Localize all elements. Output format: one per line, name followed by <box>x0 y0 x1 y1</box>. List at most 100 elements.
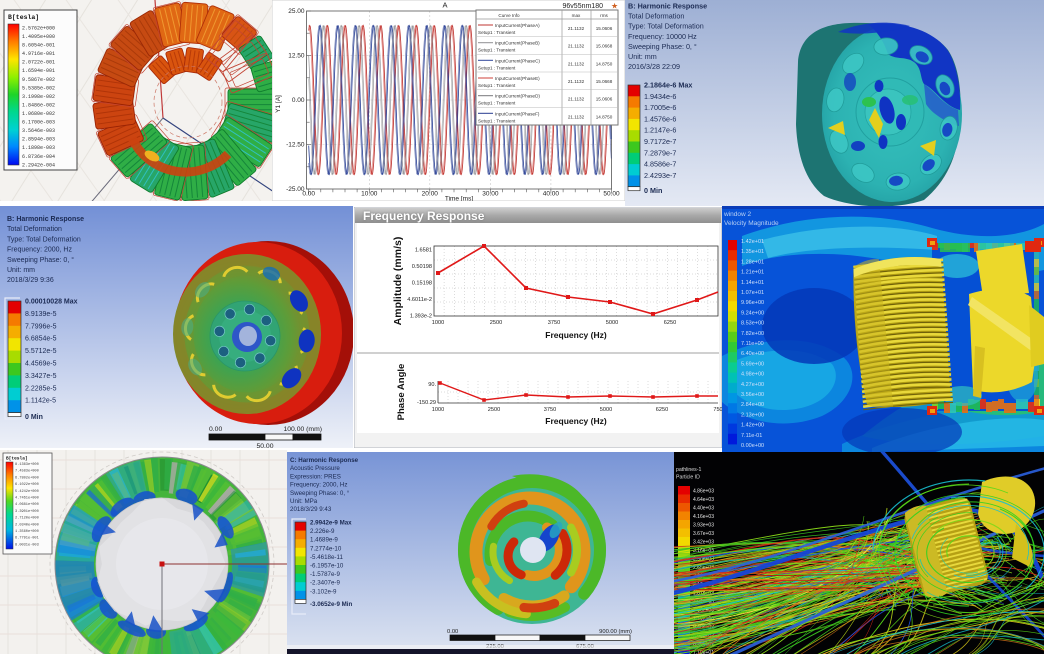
svg-text:2.226e-9: 2.226e-9 <box>310 528 335 535</box>
svg-text:1.42e+00: 1.42e+00 <box>741 423 764 429</box>
svg-text:A: A <box>442 1 447 10</box>
svg-text:InputCurrent(PhaseA): InputCurrent(PhaseA) <box>495 23 540 28</box>
svg-text:2018/3/29 9:43: 2018/3/29 9:43 <box>290 506 332 513</box>
svg-text:5.4242e+000: 5.4242e+000 <box>15 490 39 494</box>
svg-text:2.84e+00: 2.84e+00 <box>741 402 764 408</box>
svg-text:-150.29: -150.29 <box>417 400 436 406</box>
svg-text:-3.102e-9: -3.102e-9 <box>310 588 337 595</box>
svg-text:14.8750: 14.8750 <box>596 61 613 66</box>
svg-text:6250: 6250 <box>664 320 676 326</box>
svg-text:21.1132: 21.1132 <box>568 114 585 119</box>
svg-text:8.6054e-001: 8.6054e-001 <box>22 43 55 49</box>
svg-text:Sweeping Phase: 0, °: Sweeping Phase: 0, ° <box>628 42 697 51</box>
svg-text:2016/3/28 22:09: 2016/3/28 22:09 <box>628 62 680 71</box>
svg-text:Phase Angle: Phase Angle <box>396 364 407 421</box>
svg-text:900.00 (mm): 900.00 (mm) <box>599 629 632 635</box>
svg-text:-1.5787e-9: -1.5787e-9 <box>310 571 340 578</box>
svg-text:6.7802e+000: 6.7802e+000 <box>15 476 39 480</box>
svg-text:-12.50: -12.50 <box>286 142 305 149</box>
svg-text:C: Harmonic Response: C: Harmonic Response <box>290 457 359 464</box>
svg-text:5.69e+00: 5.69e+00 <box>741 361 764 367</box>
svg-text:Frequency: 10000 Hz: Frequency: 10000 Hz <box>628 32 697 41</box>
svg-text:Expression: PRES: Expression: PRES <box>290 473 341 480</box>
svg-text:Acoustic Pressure: Acoustic Pressure <box>290 465 340 472</box>
svg-text:0.00: 0.00 <box>447 629 458 635</box>
svg-text:2.9942e-9 Max: 2.9942e-9 Max <box>310 520 352 527</box>
svg-text:2.65e+03: 2.65e+03 <box>693 565 714 571</box>
svg-text:1.0680e-002: 1.0680e-002 <box>22 111 55 117</box>
svg-text:3.42e+03: 3.42e+03 <box>693 540 714 546</box>
svg-text:Type: Total Deformation: Type: Total Deformation <box>7 236 81 243</box>
svg-text:20.00: 20.00 <box>422 191 439 198</box>
svg-text:1.21e+01: 1.21e+01 <box>741 270 764 276</box>
svg-text:96v55nm180: 96v55nm180 <box>563 3 604 10</box>
svg-text:B[tesla]: B[tesla] <box>8 14 39 21</box>
svg-text:InputCurrent(PhaseF): InputCurrent(PhaseF) <box>495 111 540 116</box>
svg-text:21.1132: 21.1132 <box>568 61 585 66</box>
svg-text:15.0668: 15.0668 <box>596 79 613 84</box>
svg-text:Frequency: 2000, Hz: Frequency: 2000, Hz <box>290 482 347 489</box>
svg-text:8.1363e+000: 8.1363e+000 <box>15 463 39 467</box>
svg-text:3.3427e-5: 3.3427e-5 <box>25 373 57 380</box>
svg-text:30.00: 30.00 <box>482 191 499 198</box>
svg-text:Frequency Response: Frequency Response <box>363 209 485 223</box>
svg-text:0.00: 0.00 <box>292 97 305 104</box>
svg-text:1.35e+01: 1.35e+01 <box>741 249 764 255</box>
svg-text:1.8486e-002: 1.8486e-002 <box>22 103 55 109</box>
svg-text:7.2774e-10: 7.2774e-10 <box>310 545 342 552</box>
svg-text:InputCurrent(PhaseE): InputCurrent(PhaseE) <box>495 76 540 81</box>
svg-text:Y1 [A]: Y1 [A] <box>275 95 282 113</box>
svg-text:3.67e+03: 3.67e+03 <box>693 531 714 537</box>
svg-text:3.3901e+000: 3.3901e+000 <box>15 510 39 514</box>
svg-text:B: Harmonic Response: B: Harmonic Response <box>628 2 707 11</box>
svg-text:1.28e+01: 1.28e+01 <box>741 259 764 265</box>
svg-text:5.5712e-5: 5.5712e-5 <box>25 348 57 355</box>
svg-text:0 Min: 0 Min <box>25 414 43 421</box>
svg-text:Total Deformation: Total Deformation <box>628 12 684 21</box>
svg-text:Total Deformation: Total Deformation <box>7 226 62 233</box>
svg-text:14.8750: 14.8750 <box>596 114 613 119</box>
svg-text:Unit: mm: Unit: mm <box>7 267 35 274</box>
svg-text:Setup1 : Transient: Setup1 : Transient <box>478 30 516 35</box>
svg-text:0.50198: 0.50198 <box>412 264 432 270</box>
svg-text:0.00: 0.00 <box>209 426 222 433</box>
svg-text:6250: 6250 <box>656 407 668 413</box>
svg-text:2.4293e-7: 2.4293e-7 <box>644 171 676 180</box>
svg-text:-5.4618e-11: -5.4618e-11 <box>310 554 343 561</box>
svg-text:8.53e+00: 8.53e+00 <box>741 321 764 327</box>
svg-text:8.0031e-003: 8.0031e-003 <box>15 543 39 547</box>
svg-text:-3.0652e-9 Min: -3.0652e-9 Min <box>310 601 353 608</box>
svg-text:2.5762e+000: 2.5762e+000 <box>22 26 55 32</box>
svg-text:50.00: 50.00 <box>256 443 273 448</box>
svg-text:Frequency (Hz): Frequency (Hz) <box>545 416 607 426</box>
svg-text:1.36e+03: 1.36e+03 <box>693 608 714 614</box>
svg-text:2.7120e+000: 2.7120e+000 <box>15 517 39 521</box>
svg-text:7.11e-01: 7.11e-01 <box>741 433 762 439</box>
svg-text:9.24e+00: 9.24e+00 <box>741 310 764 316</box>
svg-text:1.14e+01: 1.14e+01 <box>741 280 764 286</box>
svg-text:4.86e+03: 4.86e+03 <box>693 489 714 495</box>
svg-text:Sweeping Phase: 0, °: Sweeping Phase: 0, ° <box>7 256 74 264</box>
svg-text:1.4689e-9: 1.4689e-9 <box>310 537 338 544</box>
svg-text:4.40e+03: 4.40e+03 <box>693 506 714 512</box>
svg-text:2.2285e-5: 2.2285e-5 <box>25 385 57 392</box>
svg-text:6.8736e-004: 6.8736e-004 <box>22 154 55 160</box>
svg-text:2.1864e-6 Max: 2.1864e-6 Max <box>644 81 692 90</box>
svg-text:★: ★ <box>611 2 618 11</box>
svg-text:0.00: 0.00 <box>302 191 315 198</box>
svg-text:4.6011e-2: 4.6011e-2 <box>407 297 432 303</box>
svg-text:Frequency: 2000, Hz: Frequency: 2000, Hz <box>7 247 72 254</box>
svg-text:3.56e+00: 3.56e+00 <box>741 392 764 398</box>
svg-text:Setup1 : Transient: Setup1 : Transient <box>478 65 516 70</box>
svg-text:5000: 5000 <box>600 407 612 413</box>
svg-text:1.7005e-6: 1.7005e-6 <box>644 103 676 112</box>
svg-text:-25.00: -25.00 <box>286 186 305 193</box>
svg-text:6.6854e-5: 6.6854e-5 <box>25 336 57 343</box>
svg-text:8.9139e-5: 8.9139e-5 <box>25 311 57 318</box>
svg-text:2500: 2500 <box>490 320 502 326</box>
svg-text:6.40e+00: 6.40e+00 <box>741 351 764 357</box>
svg-text:1000: 1000 <box>432 407 444 413</box>
svg-text:5.5385e-002: 5.5385e-002 <box>22 85 55 91</box>
svg-text:7.4583e+000: 7.4583e+000 <box>15 470 39 474</box>
svg-text:2018/3/29 9:36: 2018/3/29 9:36 <box>7 277 54 284</box>
